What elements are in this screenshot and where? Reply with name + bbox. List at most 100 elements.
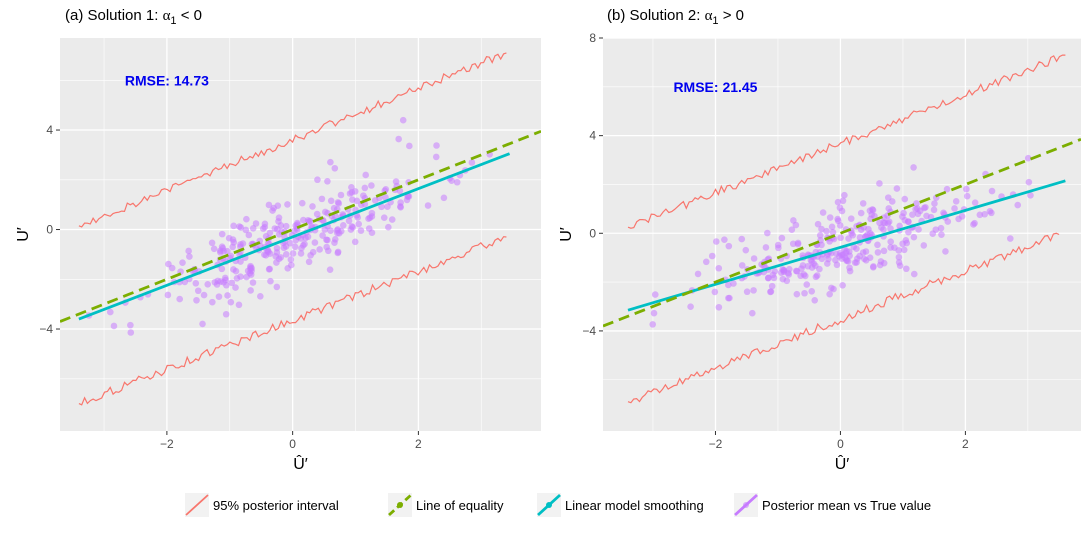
data-point	[266, 229, 274, 237]
y-tick-label: −4	[582, 324, 596, 338]
data-point	[1006, 235, 1014, 242]
plot-area	[60, 52, 541, 406]
data-point	[397, 203, 404, 211]
data-point	[829, 229, 837, 236]
data-point	[257, 293, 264, 300]
data-point	[247, 287, 254, 294]
data-point	[215, 293, 223, 300]
data-point	[651, 291, 659, 298]
title-part: (b) Solution 2:	[607, 7, 705, 24]
data-point	[909, 211, 916, 218]
title-part: < 0	[177, 7, 202, 24]
data-point	[309, 203, 316, 210]
data-point	[193, 296, 200, 304]
data-point	[887, 225, 894, 232]
data-point	[176, 295, 184, 303]
data-point	[237, 258, 244, 265]
data-point	[305, 258, 313, 266]
legend-label: Line of equality	[416, 498, 504, 513]
data-point	[403, 196, 411, 204]
data-point	[245, 231, 253, 239]
data-point	[334, 248, 342, 256]
data-point	[432, 153, 440, 161]
data-point	[910, 233, 918, 241]
data-point	[316, 246, 323, 253]
data-point	[905, 228, 912, 236]
data-point	[246, 269, 254, 277]
data-point	[287, 256, 295, 263]
data-point	[222, 310, 230, 318]
data-point	[210, 245, 218, 253]
data-point	[1014, 201, 1022, 209]
legend-item-smooth: Linear model smoothing	[537, 493, 704, 517]
data-point	[323, 243, 330, 251]
y-tick-label: 4	[46, 123, 53, 137]
data-point	[841, 254, 849, 261]
data-point	[357, 227, 365, 234]
legend-key-glyph	[185, 494, 209, 516]
data-point	[725, 242, 733, 250]
data-point	[179, 259, 186, 266]
data-point	[730, 280, 737, 287]
legend-item-equality: Line of equality	[388, 493, 504, 517]
data-point	[920, 242, 928, 249]
data-point	[880, 247, 888, 255]
data-point	[227, 298, 235, 306]
data-point	[823, 251, 831, 259]
data-point	[743, 288, 751, 296]
data-point	[846, 264, 853, 272]
data-point	[726, 294, 733, 302]
title-part: α	[163, 8, 171, 24]
data-point	[902, 236, 910, 244]
x-tick-label: 0	[289, 437, 296, 451]
data-point	[327, 158, 334, 166]
title-part: (a) Solution 1:	[65, 7, 163, 24]
data-point	[738, 262, 746, 269]
data-point	[938, 231, 945, 238]
data-point	[291, 243, 299, 251]
legend-label: 95% posterior interval	[213, 498, 339, 513]
data-point	[904, 218, 912, 225]
data-point	[267, 277, 274, 285]
data-point	[319, 232, 326, 239]
interval-upper-line	[627, 54, 1066, 229]
data-point	[331, 164, 339, 172]
data-point	[271, 225, 279, 232]
data-point	[871, 212, 878, 220]
data-point	[801, 272, 809, 280]
y-tick-label: 0	[589, 226, 596, 240]
data-point	[331, 236, 339, 243]
data-point	[764, 229, 771, 237]
data-point	[378, 203, 385, 211]
legend-key-point	[743, 502, 749, 508]
data-point	[1024, 154, 1032, 162]
data-point	[327, 197, 335, 205]
data-point	[348, 184, 355, 191]
data-point	[870, 263, 877, 270]
data-point	[385, 223, 392, 231]
interval-lower-line	[627, 232, 1060, 404]
data-point	[339, 221, 347, 229]
data-point	[952, 198, 960, 205]
legend-item-points: Posterior mean vs True value	[734, 493, 931, 517]
data-point	[841, 191, 848, 199]
data-point	[738, 235, 746, 243]
data-point	[237, 241, 244, 248]
data-point	[275, 214, 283, 221]
data-point	[324, 178, 331, 185]
data-point	[801, 289, 808, 297]
plot-area	[603, 54, 1081, 404]
data-point	[857, 209, 865, 217]
data-point	[650, 309, 658, 317]
data-point	[859, 200, 867, 207]
data-point	[220, 247, 227, 255]
data-point	[424, 202, 432, 209]
scatter-points	[649, 154, 1034, 328]
data-point	[127, 329, 135, 336]
data-point	[777, 269, 785, 276]
data-point	[742, 246, 750, 254]
data-point	[365, 225, 373, 232]
data-point	[284, 201, 291, 208]
data-point	[273, 249, 281, 256]
data-point	[233, 274, 241, 282]
